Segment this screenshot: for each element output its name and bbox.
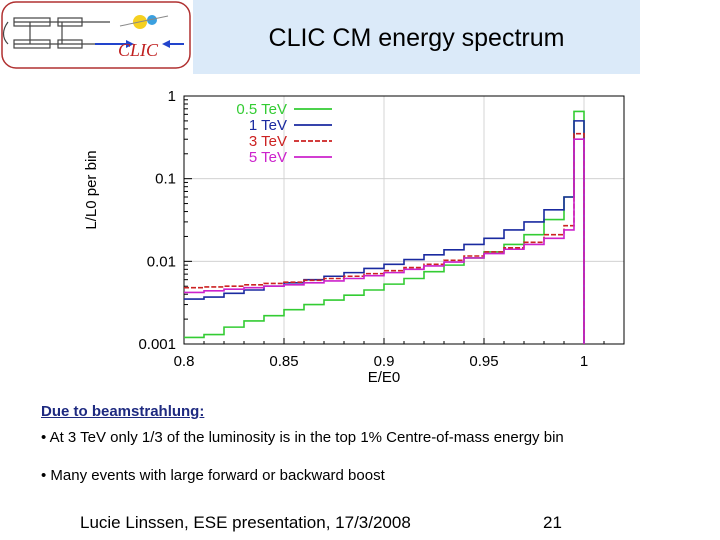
logo-wordmark: CLIC [118,40,159,60]
x-tick-label: 1 [580,353,588,370]
notes-heading: Due to beamstrahlung: [41,403,205,420]
x-tick-label: 0.8 [174,353,195,370]
x-axis-label: E/E0 [368,369,401,386]
y-axis-label: L/L0 per bin [83,150,100,229]
chart-series [184,110,585,344]
legend-label: 5 TeV [249,149,287,166]
legend-label: 3 TeV [249,133,287,150]
chart-ticks: 0.8 0.85 0.9 0.95 1 0.001 0.01 0.1 1 [138,88,605,370]
page-number: 21 [543,513,562,532]
series-line [184,110,585,344]
series-line [184,120,585,344]
footer-presenter: Lucie Linssen, ESE presentation, 17/3/20… [80,513,411,532]
clic-logo: CLIC [1,1,191,69]
y-tick-label: 1 [168,88,176,105]
legend-label: 0.5 TeV [236,101,287,118]
note-bullet: • At 3 TeV only 1/3 of the luminosity is… [41,429,564,446]
y-tick-label: 0.001 [138,336,176,353]
x-tick-label: 0.85 [269,353,298,370]
y-tick-label: 0.01 [147,253,176,270]
y-tick-label: 0.1 [155,171,176,188]
legend-label: 1 TeV [249,117,287,134]
notes-section: Due to beamstrahlung: • At 3 TeV only 1/… [41,403,711,484]
series-line [184,138,585,344]
x-tick-label: 0.95 [469,353,498,370]
x-tick-label: 0.9 [374,353,395,370]
title-banner: CLIC CM energy spectrum [193,0,640,74]
note-bullet: • Many events with large forward or back… [41,467,385,484]
page-title: CLIC CM energy spectrum [268,24,565,52]
